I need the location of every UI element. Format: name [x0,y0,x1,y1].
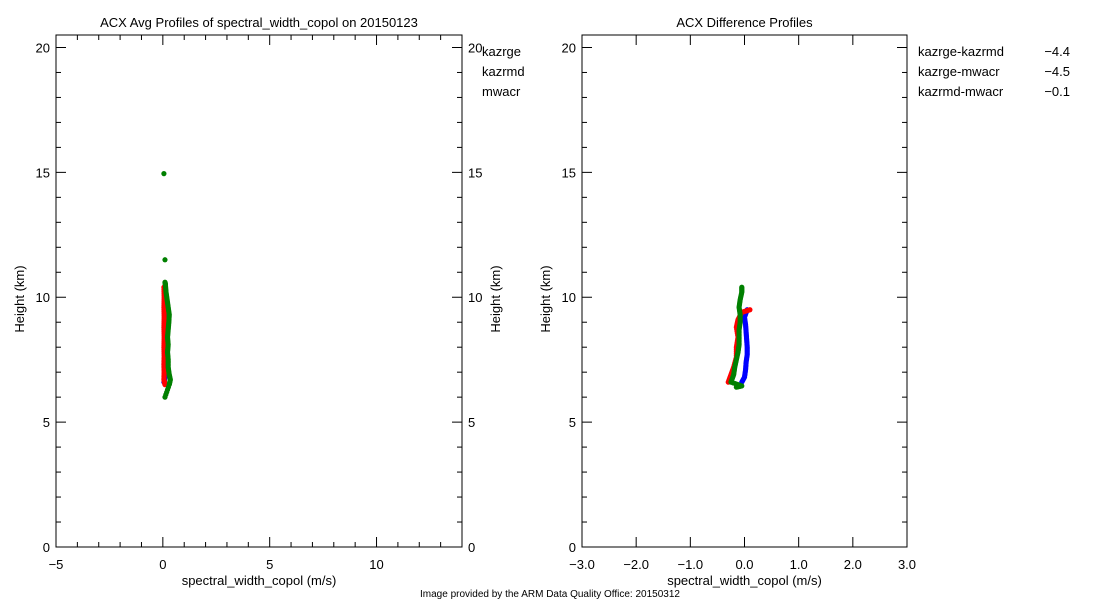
right-y-tick-label: 0 [468,540,475,555]
x-tick-label: 3.0 [898,557,916,572]
series-mwacr [161,171,173,400]
legend-label: kazrmd-mwacr [918,84,1004,99]
legend-value: −0.1 [1044,84,1070,99]
x-tick-label: −1.0 [677,557,703,572]
y-tick-label: 15 [562,165,576,180]
y-tick-label: 0 [569,540,576,555]
legend-label: kazrge [482,44,521,59]
data-point [739,284,745,290]
legend-value: −4.4 [1044,44,1070,59]
x-tick-label: 10 [369,557,383,572]
x-tick-label: −2.0 [623,557,649,572]
avg-profiles-plot: ACX Avg Profiles of spectral_width_copol… [12,15,525,588]
plot-title: ACX Difference Profiles [676,15,813,30]
y-tick-label: 5 [43,415,50,430]
y-tick-label: 20 [562,40,576,55]
series-kazrmd-mwacr [728,284,745,390]
data-point [747,307,753,313]
plot-frame [55,34,463,548]
x-tick-label: −3.0 [569,557,595,572]
legend-label: kazrmd [482,64,525,79]
y-tick-label: 20 [36,40,50,55]
plot-frame [581,34,908,548]
difference-profiles-plot: ACX Difference Profiles spectral_width_co… [538,15,1070,588]
x-tick-label: 5 [266,557,273,572]
right-y-tick-label: 20 [468,40,482,55]
plot-title: ACX Avg Profiles of spectral_width_copol… [100,15,418,30]
right-y-tick-label: 15 [468,165,482,180]
y-tick-label: 15 [36,165,50,180]
legend-label: kazrge-mwacr [918,64,1000,79]
x-tick-label: 2.0 [844,557,862,572]
x-tick-label: −5 [49,557,64,572]
legend-value: −4.5 [1044,64,1070,79]
x-axis-label: spectral_width_copol (m/s) [667,573,822,588]
x-tick-label: 1.0 [790,557,808,572]
right-y-tick-label: 5 [468,415,475,430]
legend-label: kazrge-kazrmd [918,44,1004,59]
right-y-tick-label: 10 [468,290,482,305]
y-tick-label: 10 [36,290,50,305]
data-point [162,257,168,263]
x-axis-label: spectral_width_copol (m/s) [182,573,337,588]
data-point [161,171,167,177]
footer-credit: Image provided by the ARM Data Quality O… [420,589,680,600]
y-tick-label: 10 [562,290,576,305]
y-axis-label: Height (km) [538,265,553,332]
right-y-axis-label: Height (km) [488,265,503,332]
y-tick-label: 0 [43,540,50,555]
data-point [162,279,168,285]
legend-label: mwacr [482,84,521,99]
y-tick-label: 5 [569,415,576,430]
y-axis-label: Height (km) [12,265,27,332]
x-tick-label: 0 [159,557,166,572]
x-tick-label: 0.0 [735,557,753,572]
